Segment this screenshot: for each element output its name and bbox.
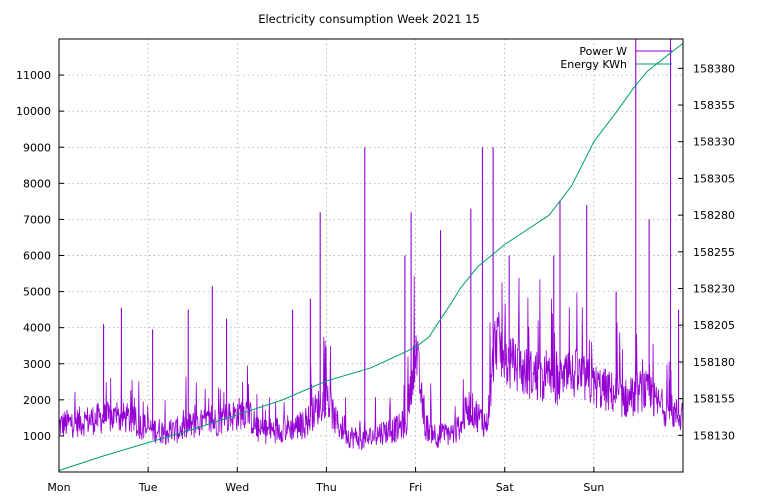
x-tick-label: Sat (496, 481, 515, 494)
x-tick-label: Wed (225, 481, 249, 494)
plot-series (58, 39, 684, 471)
y2-tick-label: 158280 (693, 209, 735, 222)
legend: Power W Energy KWh (560, 45, 672, 71)
y2-tick-label: 158330 (693, 136, 735, 149)
chart-title: Electricity consumption Week 2021 15 (258, 12, 480, 26)
y2-tick-label: 158130 (693, 429, 735, 442)
y2-tick-label: 158180 (693, 356, 735, 369)
legend-label-energy: Energy KWh (560, 58, 627, 71)
x-tick-label: Sun (583, 481, 604, 494)
y2-tick-label: 158155 (693, 393, 735, 406)
y2-tick-label: 158355 (693, 99, 735, 112)
y2-tick-label: 158230 (693, 283, 735, 296)
x-tick-label: Tue (138, 481, 158, 494)
y2-tick-label: 158305 (693, 172, 735, 185)
x-tick-label: Thu (315, 481, 337, 494)
y-tick-label: 5000 (23, 286, 51, 299)
y2-tick-label: 158205 (693, 319, 735, 332)
y-tick-label: 9000 (23, 141, 51, 154)
x-tick-label: Fri (409, 481, 422, 494)
series-energy-line (58, 43, 684, 471)
y-tick-label: 11000 (16, 69, 51, 82)
y-tick-label: 1000 (23, 430, 51, 443)
y-tick-label: 3000 (23, 358, 51, 371)
x-tick-label: Mon (47, 481, 70, 494)
y2-tick-label: 158255 (693, 246, 735, 259)
legend-label-power: Power W (579, 45, 627, 58)
y-tick-label: 8000 (23, 177, 51, 190)
grid (59, 39, 683, 472)
axis-ticks: 1000 2000 3000 4000 5000 6000 7000 8000 9000 1000… (16, 62, 735, 494)
y-tick-label: 6000 (23, 250, 51, 263)
y-tick-label: 7000 (23, 213, 51, 226)
y-tick-label: 10000 (16, 105, 51, 118)
y-tick-label: 2000 (23, 394, 51, 407)
y2-tick-label: 158380 (693, 62, 735, 75)
y-tick-label: 4000 (23, 322, 51, 335)
